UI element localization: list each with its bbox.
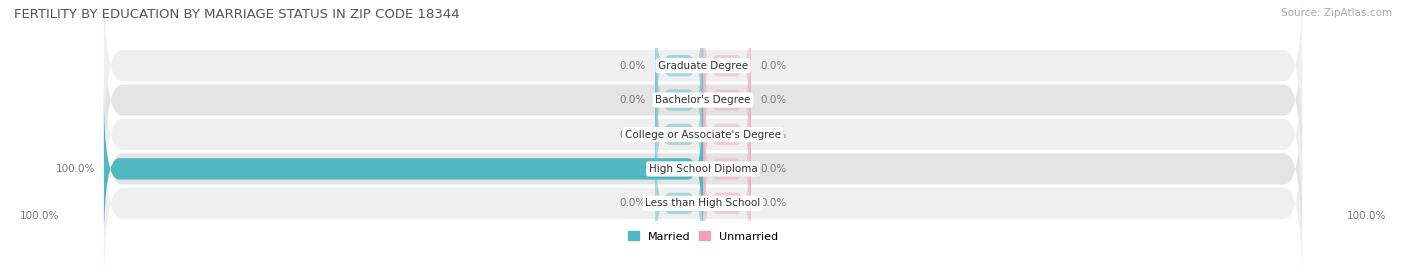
Text: FERTILITY BY EDUCATION BY MARRIAGE STATUS IN ZIP CODE 18344: FERTILITY BY EDUCATION BY MARRIAGE STATU…: [14, 8, 460, 21]
FancyBboxPatch shape: [703, 59, 751, 210]
FancyBboxPatch shape: [703, 25, 751, 175]
FancyBboxPatch shape: [104, 47, 1302, 222]
FancyBboxPatch shape: [104, 81, 1302, 257]
Text: 0.0%: 0.0%: [759, 198, 786, 208]
Text: College or Associate's Degree: College or Associate's Degree: [626, 129, 780, 140]
FancyBboxPatch shape: [104, 12, 1302, 188]
Text: 0.0%: 0.0%: [759, 129, 786, 140]
Text: 0.0%: 0.0%: [759, 95, 786, 105]
FancyBboxPatch shape: [104, 0, 1302, 153]
Text: Bachelor's Degree: Bachelor's Degree: [655, 95, 751, 105]
Text: 0.0%: 0.0%: [759, 61, 786, 71]
Text: 0.0%: 0.0%: [620, 61, 647, 71]
FancyBboxPatch shape: [703, 94, 751, 244]
Legend: Married, Unmarried: Married, Unmarried: [623, 227, 783, 246]
Text: Graduate Degree: Graduate Degree: [658, 61, 748, 71]
Text: 0.0%: 0.0%: [620, 95, 647, 105]
Text: High School Diploma: High School Diploma: [648, 164, 758, 174]
FancyBboxPatch shape: [703, 0, 751, 141]
Text: 0.0%: 0.0%: [620, 129, 647, 140]
FancyBboxPatch shape: [104, 116, 1302, 269]
FancyBboxPatch shape: [655, 25, 703, 175]
FancyBboxPatch shape: [655, 59, 703, 210]
FancyBboxPatch shape: [655, 0, 703, 141]
FancyBboxPatch shape: [703, 128, 751, 269]
Text: 100.0%: 100.0%: [56, 164, 96, 174]
Text: 100.0%: 100.0%: [1347, 211, 1386, 221]
Text: Source: ZipAtlas.com: Source: ZipAtlas.com: [1281, 8, 1392, 18]
Text: 0.0%: 0.0%: [620, 198, 647, 208]
Text: 0.0%: 0.0%: [759, 164, 786, 174]
Text: Less than High School: Less than High School: [645, 198, 761, 208]
FancyBboxPatch shape: [655, 128, 703, 269]
Text: 100.0%: 100.0%: [20, 211, 59, 221]
FancyBboxPatch shape: [104, 94, 703, 244]
